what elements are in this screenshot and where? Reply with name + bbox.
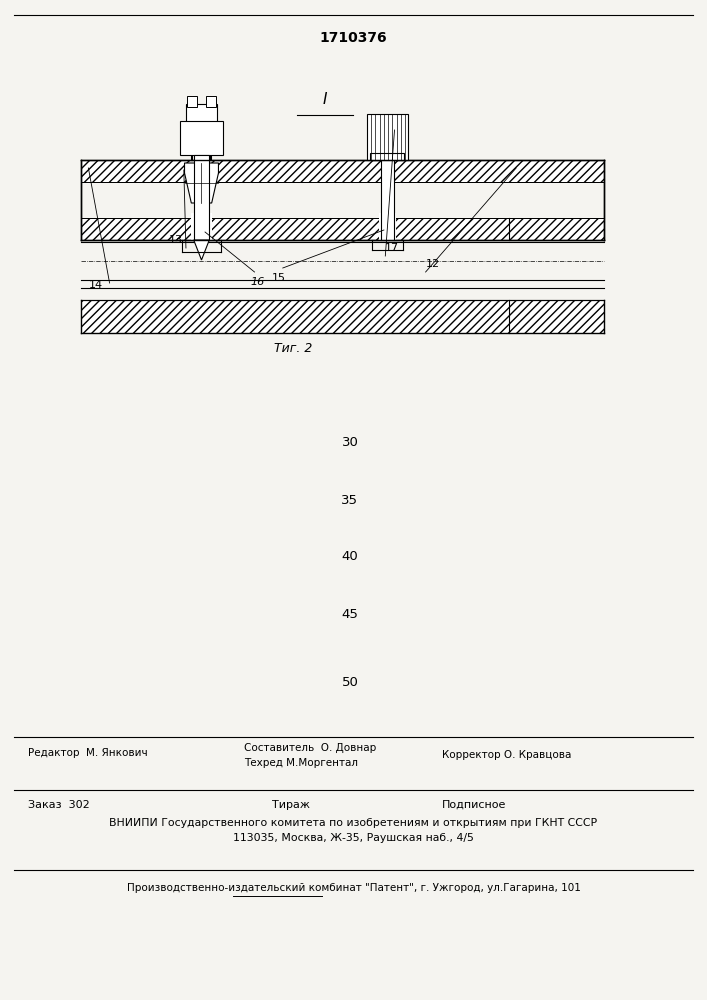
Bar (180, 121, 223, 155)
Bar (186, 104, 217, 124)
Text: I: I (323, 93, 327, 107)
Text: Подписное: Подписное (442, 800, 506, 810)
Bar (367, 114, 408, 160)
Text: 13: 13 (168, 235, 182, 245)
Bar (370, 153, 404, 160)
Text: Τиг. 2: Τиг. 2 (274, 342, 312, 355)
Text: 16: 16 (251, 277, 265, 287)
Text: Составитель  О. Довнар: Составитель О. Довнар (244, 742, 376, 753)
Text: ВНИИПИ Государственного комитета по изобретениям и открытиям при ГКНТ СССР: ВНИИПИ Государственного комитета по изоб… (110, 818, 597, 828)
Bar (81, 300, 604, 333)
Text: 40: 40 (341, 550, 358, 564)
Bar (509, 218, 604, 240)
Polygon shape (185, 163, 218, 203)
Bar (81, 218, 604, 240)
Text: Корректор О. Кравцова: Корректор О. Кравцова (442, 750, 571, 760)
Text: Тираж: Тираж (272, 800, 310, 810)
Text: Редактор  М. Янкович: Редактор М. Янкович (28, 748, 148, 758)
Bar (187, 96, 197, 107)
Bar (194, 155, 209, 240)
Text: 15: 15 (272, 273, 286, 283)
Text: 14: 14 (88, 280, 103, 290)
Text: Заказ  302: Заказ 302 (28, 800, 90, 810)
Bar (381, 160, 394, 240)
Text: Производственно-издательский комбинат "Патент", г. Ужгород, ул.Гагарина, 101: Производственно-издательский комбинат "П… (127, 883, 580, 893)
Text: 17: 17 (385, 243, 399, 253)
Text: 35: 35 (341, 493, 358, 506)
Text: Техред М.Моргентал: Техред М.Моргентал (244, 758, 358, 768)
Text: 1710376: 1710376 (320, 31, 387, 45)
Bar (81, 160, 604, 182)
Text: 30: 30 (341, 436, 358, 448)
Text: 45: 45 (341, 607, 358, 620)
Bar (379, 213, 396, 240)
Bar (191, 213, 212, 240)
Bar (206, 96, 216, 107)
Text: 12: 12 (426, 259, 440, 269)
Text: 50: 50 (341, 676, 358, 688)
Polygon shape (194, 240, 209, 260)
Text: 113035, Москва, Ж-35, Раушская наб., 4/5: 113035, Москва, Ж-35, Раушская наб., 4/5 (233, 833, 474, 843)
Bar (509, 300, 604, 333)
